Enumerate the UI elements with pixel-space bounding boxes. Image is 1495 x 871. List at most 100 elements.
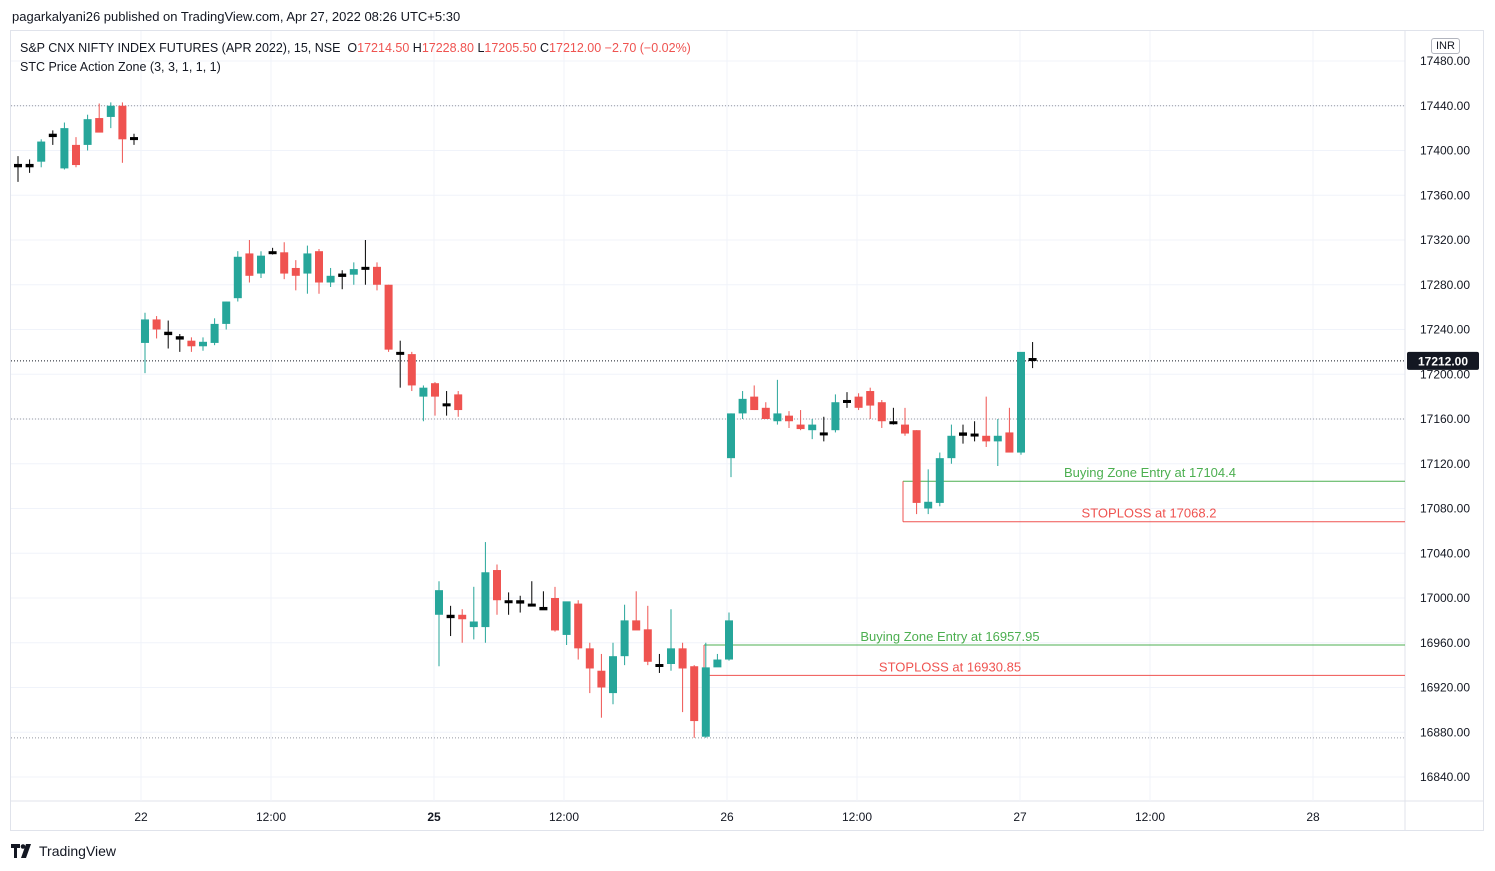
candle-body bbox=[725, 620, 733, 659]
price-tick-label: 16880.00 bbox=[1420, 725, 1470, 739]
candle-body bbox=[60, 128, 68, 168]
candle-body bbox=[350, 269, 358, 275]
price-tick-label: 17120.00 bbox=[1420, 457, 1470, 471]
candle-body bbox=[820, 432, 828, 435]
candle-body bbox=[315, 251, 323, 282]
candle-body bbox=[222, 302, 230, 324]
high-label: H bbox=[413, 41, 422, 55]
candle-body bbox=[257, 256, 265, 274]
candle-body bbox=[679, 648, 687, 668]
candle-body bbox=[994, 436, 1002, 442]
chart-legend: S&P CNX NIFTY INDEX FUTURES (APR 2022), … bbox=[20, 39, 691, 77]
candle-body bbox=[26, 164, 34, 167]
candle-body bbox=[551, 598, 559, 630]
candle-body bbox=[936, 458, 944, 503]
candle-body bbox=[327, 276, 335, 283]
price-tick-label: 16960.00 bbox=[1420, 636, 1470, 650]
candle-body bbox=[303, 253, 311, 273]
price-axis: 17480.00 17440.00 17400.00 17360.00 17320.00… bbox=[1407, 54, 1479, 784]
candle-body bbox=[563, 601, 571, 635]
time-tick-label: 12:00 bbox=[1135, 810, 1165, 824]
candle-body bbox=[528, 604, 536, 607]
candle-body bbox=[702, 667, 710, 736]
grid-lines bbox=[11, 31, 1484, 830]
candle-body bbox=[176, 336, 184, 339]
close-label: C bbox=[540, 41, 549, 55]
candle-body bbox=[37, 142, 45, 162]
zone-lines: Buying Zone Entry at 17104.4 STOPLOSS at … bbox=[704, 465, 1405, 675]
time-tick-label: 28 bbox=[1306, 810, 1320, 824]
candle-body bbox=[982, 436, 990, 442]
buy-zone-label: Buying Zone Entry at 17104.4 bbox=[1064, 465, 1236, 480]
candle-body bbox=[280, 252, 288, 273]
stoploss-label: STOPLOSS at 16930.85 bbox=[879, 659, 1021, 674]
candle-body bbox=[153, 319, 161, 329]
candle-body bbox=[481, 572, 489, 627]
candle-body bbox=[338, 274, 346, 277]
candle-body bbox=[750, 397, 758, 410]
high-value: 17228.80 bbox=[422, 41, 474, 55]
candle-body bbox=[843, 400, 851, 403]
candle-body bbox=[739, 399, 747, 414]
candle-body bbox=[889, 421, 897, 424]
candle-body bbox=[785, 416, 793, 422]
candle-body bbox=[454, 394, 462, 410]
time-tick-label: 27 bbox=[1013, 810, 1027, 824]
candle-body bbox=[199, 342, 207, 346]
time-tick-label: 25 bbox=[427, 810, 441, 824]
price-tick-label: 17480.00 bbox=[1420, 54, 1470, 68]
candle-body bbox=[924, 502, 932, 509]
symbol-title: S&P CNX NIFTY INDEX FUTURES (APR 2022), … bbox=[20, 41, 340, 55]
time-tick-label: 26 bbox=[720, 810, 734, 824]
symbol-ohlc-line: S&P CNX NIFTY INDEX FUTURES (APR 2022), … bbox=[20, 39, 691, 58]
tradingview-logo[interactable]: TradingView bbox=[11, 843, 116, 859]
candle-body bbox=[118, 106, 126, 140]
candle-body bbox=[107, 106, 115, 117]
candle-body bbox=[713, 660, 721, 668]
price-tick-label: 17280.00 bbox=[1420, 278, 1470, 292]
candle-body bbox=[901, 425, 909, 434]
price-tick-label: 17000.00 bbox=[1420, 591, 1470, 605]
price-tick-label: 17080.00 bbox=[1420, 502, 1470, 516]
low-value: 17205.50 bbox=[484, 41, 536, 55]
candle-body bbox=[292, 268, 300, 276]
candle-body bbox=[431, 383, 439, 396]
candle-body bbox=[373, 267, 381, 285]
candle-body bbox=[49, 134, 57, 137]
candle-body bbox=[913, 430, 921, 503]
candle-body bbox=[141, 319, 149, 342]
candle-body bbox=[773, 413, 781, 421]
candle-body bbox=[855, 397, 863, 408]
candle-body bbox=[1005, 432, 1013, 452]
candle-body bbox=[493, 570, 501, 600]
candle-body bbox=[516, 600, 524, 603]
candle-body bbox=[187, 341, 195, 347]
tradingview-logo-icon bbox=[11, 844, 35, 858]
candle-body bbox=[586, 648, 594, 668]
open-label: O bbox=[347, 41, 357, 55]
candle-body bbox=[396, 352, 404, 355]
currency-button[interactable]: INR bbox=[1431, 38, 1460, 54]
candle-body bbox=[95, 118, 103, 133]
candle-body bbox=[959, 432, 967, 435]
candle-body bbox=[470, 621, 478, 627]
price-tick-label: 17320.00 bbox=[1420, 233, 1470, 247]
price-tick-label: 17040.00 bbox=[1420, 546, 1470, 560]
indicator-title: STC Price Action Zone (3, 3, 1, 1, 1) bbox=[20, 58, 691, 77]
candle-body bbox=[866, 391, 874, 406]
time-tick-label: 12:00 bbox=[256, 810, 286, 824]
candle-body bbox=[597, 671, 605, 688]
candle-body bbox=[1017, 352, 1025, 453]
candle-body bbox=[690, 666, 698, 721]
candle-body bbox=[458, 615, 466, 619]
candle-body bbox=[269, 251, 277, 254]
time-axis: 22 12:00 25 12:00 26 12:00 27 12:00 28 bbox=[134, 810, 1320, 824]
time-tick-label: 22 bbox=[134, 810, 148, 824]
price-tick-label: 16920.00 bbox=[1420, 681, 1470, 695]
candle-body bbox=[234, 257, 242, 298]
candle-body bbox=[947, 436, 955, 458]
candle-body bbox=[727, 413, 735, 458]
open-value: 17214.50 bbox=[357, 41, 409, 55]
candle-body bbox=[211, 324, 219, 343]
